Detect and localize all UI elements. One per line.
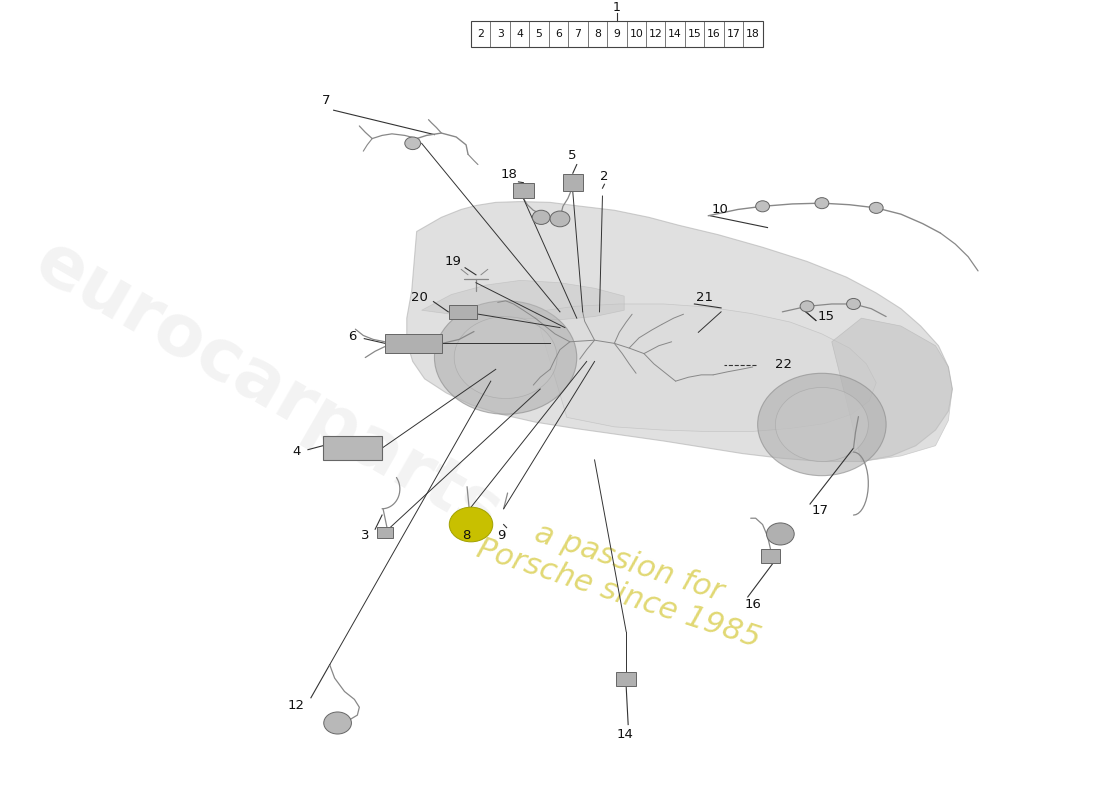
Text: 12: 12 — [287, 699, 305, 712]
Circle shape — [532, 210, 550, 225]
FancyBboxPatch shape — [513, 182, 535, 198]
Text: 10: 10 — [629, 30, 644, 39]
Text: 15: 15 — [688, 30, 702, 39]
Text: 7: 7 — [574, 30, 582, 39]
Circle shape — [776, 387, 868, 462]
Circle shape — [758, 374, 887, 476]
Text: 9: 9 — [497, 529, 506, 542]
Text: 20: 20 — [411, 291, 428, 304]
Circle shape — [756, 201, 770, 212]
Text: 8: 8 — [462, 529, 471, 542]
Circle shape — [869, 202, 883, 214]
FancyBboxPatch shape — [760, 549, 780, 563]
Circle shape — [454, 317, 557, 398]
Text: 4: 4 — [292, 445, 300, 458]
Circle shape — [815, 198, 828, 209]
Text: 14: 14 — [668, 30, 682, 39]
Circle shape — [405, 137, 420, 150]
Text: 6: 6 — [556, 30, 562, 39]
Text: 16: 16 — [707, 30, 721, 39]
Text: 5: 5 — [568, 149, 576, 162]
Circle shape — [434, 301, 576, 414]
Text: 17: 17 — [812, 504, 828, 517]
FancyBboxPatch shape — [385, 334, 442, 353]
Text: 12: 12 — [649, 30, 662, 39]
Circle shape — [550, 211, 570, 226]
Text: 6: 6 — [349, 330, 356, 342]
Text: 14: 14 — [617, 727, 634, 741]
Text: 18: 18 — [746, 30, 760, 39]
Text: 22: 22 — [774, 358, 792, 371]
Text: 21: 21 — [696, 291, 713, 304]
Text: 18: 18 — [500, 167, 517, 181]
FancyBboxPatch shape — [563, 174, 583, 191]
Polygon shape — [421, 280, 624, 320]
Circle shape — [767, 523, 794, 545]
Text: a passion for
Porsche since 1985: a passion for Porsche since 1985 — [473, 502, 774, 654]
Text: 19: 19 — [444, 255, 462, 268]
FancyBboxPatch shape — [377, 527, 393, 538]
Circle shape — [323, 712, 351, 734]
FancyBboxPatch shape — [449, 305, 477, 319]
Text: 7: 7 — [321, 94, 330, 107]
Text: 15: 15 — [817, 310, 834, 323]
Polygon shape — [536, 304, 877, 431]
Polygon shape — [832, 318, 953, 462]
FancyBboxPatch shape — [616, 672, 636, 686]
Text: 10: 10 — [712, 203, 728, 216]
Circle shape — [847, 298, 860, 310]
Text: 17: 17 — [726, 30, 740, 39]
Text: 5: 5 — [536, 30, 542, 39]
Text: 2: 2 — [601, 170, 608, 183]
Bar — [471, 22, 762, 47]
Text: 3: 3 — [361, 529, 370, 542]
Text: eurocarparts: eurocarparts — [23, 227, 514, 550]
Text: 8: 8 — [594, 30, 601, 39]
Text: 4: 4 — [516, 30, 522, 39]
Text: 16: 16 — [745, 598, 761, 611]
Circle shape — [449, 507, 493, 542]
Text: 2: 2 — [477, 30, 484, 39]
Text: 9: 9 — [614, 30, 620, 39]
Circle shape — [800, 301, 814, 312]
Bar — [322, 436, 382, 460]
Text: 3: 3 — [497, 30, 504, 39]
Text: 1: 1 — [613, 1, 620, 14]
Polygon shape — [407, 202, 953, 462]
